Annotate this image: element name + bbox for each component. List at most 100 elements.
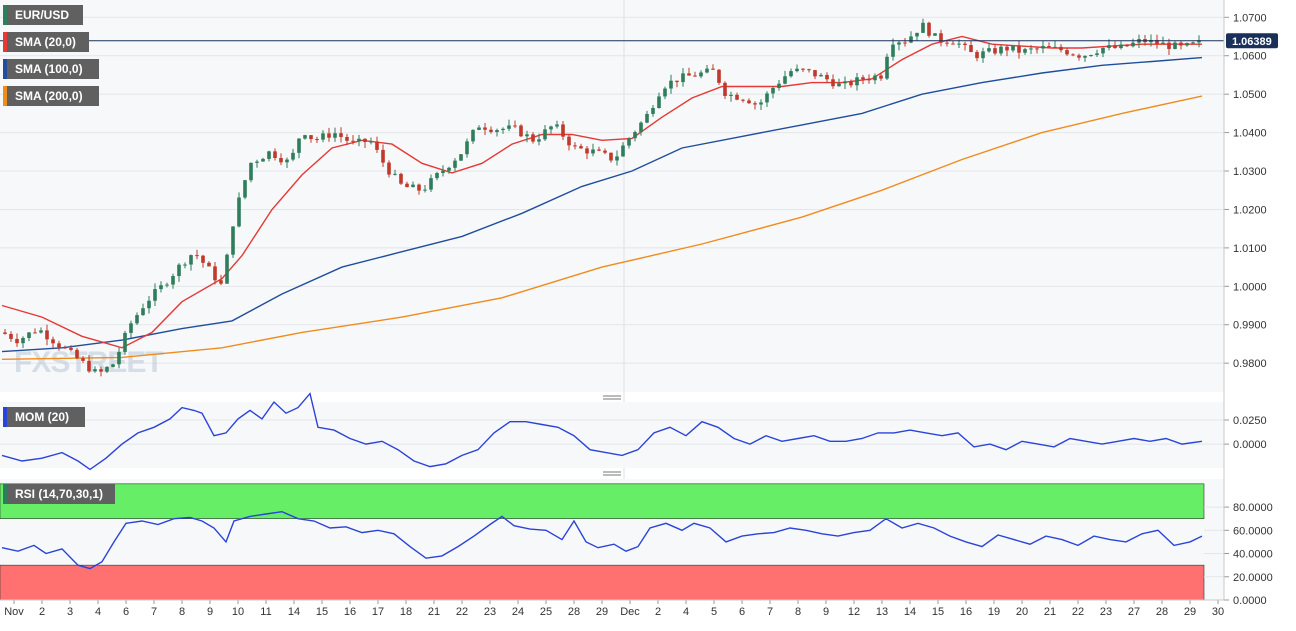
candle-body	[33, 332, 37, 334]
candle-body	[891, 44, 895, 57]
candle	[81, 356, 85, 364]
rsi-tick-label: 60.0000	[1233, 525, 1273, 537]
candle	[201, 254, 205, 268]
candle-body	[309, 135, 313, 140]
candle	[423, 185, 427, 193]
candle-body	[651, 107, 655, 114]
momentum-tick-label: 0.0250	[1233, 415, 1267, 427]
momentum-tick-label: 0.0000	[1233, 439, 1267, 451]
candle-body	[387, 162, 391, 175]
candle	[483, 123, 487, 135]
candle	[987, 42, 991, 53]
candle	[585, 146, 589, 160]
candle-body	[57, 343, 61, 348]
candle-body	[345, 136, 349, 141]
date-tick-label: 11	[260, 606, 271, 618]
candle-body	[933, 33, 937, 36]
candle	[261, 157, 265, 162]
legend-item-marker	[3, 59, 7, 79]
date-tick-label: 23	[484, 606, 496, 618]
price-tick-label: 0.9900	[1233, 320, 1267, 332]
candle-body	[939, 33, 943, 43]
candle-body	[87, 360, 91, 372]
candle	[333, 127, 337, 142]
candle	[255, 159, 259, 168]
candle	[771, 86, 775, 99]
candle	[93, 366, 97, 373]
candle-body	[81, 358, 85, 361]
candle	[117, 347, 121, 369]
candle-body	[537, 139, 541, 142]
panel-splitter-1[interactable]	[603, 395, 621, 400]
candle	[765, 91, 769, 107]
candle	[873, 73, 877, 85]
candle-body	[1155, 39, 1159, 45]
candle	[1101, 47, 1105, 58]
candle-body	[207, 262, 211, 267]
candle-body	[981, 51, 985, 59]
candle-body	[543, 129, 547, 140]
candle	[1119, 41, 1123, 50]
candle	[933, 33, 937, 36]
candle-body	[243, 180, 247, 198]
candle-body	[99, 369, 103, 372]
candle-body	[753, 103, 757, 105]
date-tick-label: 9	[823, 606, 829, 618]
panel-splitter-2[interactable]	[603, 471, 621, 476]
candle	[993, 44, 997, 56]
candle-body	[399, 173, 403, 184]
candle	[807, 68, 811, 73]
momentum-line	[1, 392, 1203, 471]
candle-body	[921, 22, 925, 33]
legend-item-box	[3, 86, 99, 106]
price-tick-label: 1.0400	[1233, 128, 1267, 140]
candle	[429, 174, 433, 193]
candle-body	[591, 149, 595, 154]
candle-body	[45, 330, 49, 340]
candle	[699, 70, 703, 79]
rsi-line-layer	[1, 510, 1203, 570]
price-panel: FXSTREET 1.07001.06001.05001.04001.03001…	[0, 0, 1278, 600]
candle-body	[375, 141, 379, 150]
candle-body	[993, 48, 997, 54]
candle-body	[261, 158, 265, 162]
date-tick-label: 22	[1072, 606, 1084, 618]
candle	[921, 18, 925, 33]
candle-body	[369, 141, 373, 143]
candle-body	[93, 369, 97, 372]
candle	[477, 125, 481, 131]
candle	[561, 121, 565, 141]
candle	[939, 29, 943, 47]
legend-item: SMA (200,0)	[3, 86, 99, 106]
date-tick-label: 8	[179, 606, 185, 618]
candle	[543, 125, 547, 142]
candle-body	[69, 347, 73, 350]
candle-body	[915, 32, 919, 37]
candle-body	[513, 125, 517, 127]
candle	[969, 40, 973, 53]
candle-body	[705, 68, 709, 73]
candle	[471, 129, 475, 144]
candle-body	[885, 56, 889, 79]
date-tick-label: 25	[540, 606, 552, 618]
candle	[405, 181, 409, 188]
candle	[297, 138, 301, 159]
candle-body	[1101, 47, 1105, 54]
candle	[513, 120, 517, 129]
candle	[357, 134, 361, 147]
candle-body	[663, 88, 667, 97]
candle-body	[657, 96, 661, 108]
candle-body	[141, 308, 145, 316]
candle	[603, 148, 607, 155]
candle	[1065, 47, 1069, 56]
candle-body	[3, 332, 7, 334]
candle-body	[1083, 55, 1087, 58]
candle	[525, 130, 529, 143]
candle-body	[909, 36, 913, 43]
candle-body	[447, 167, 451, 171]
date-tick-label: 4	[683, 606, 689, 618]
candle-body	[807, 69, 811, 71]
current-price-tag-box	[1226, 33, 1278, 49]
sma-100-layer	[1, 56, 1203, 353]
date-tick-label: 16	[960, 606, 972, 618]
